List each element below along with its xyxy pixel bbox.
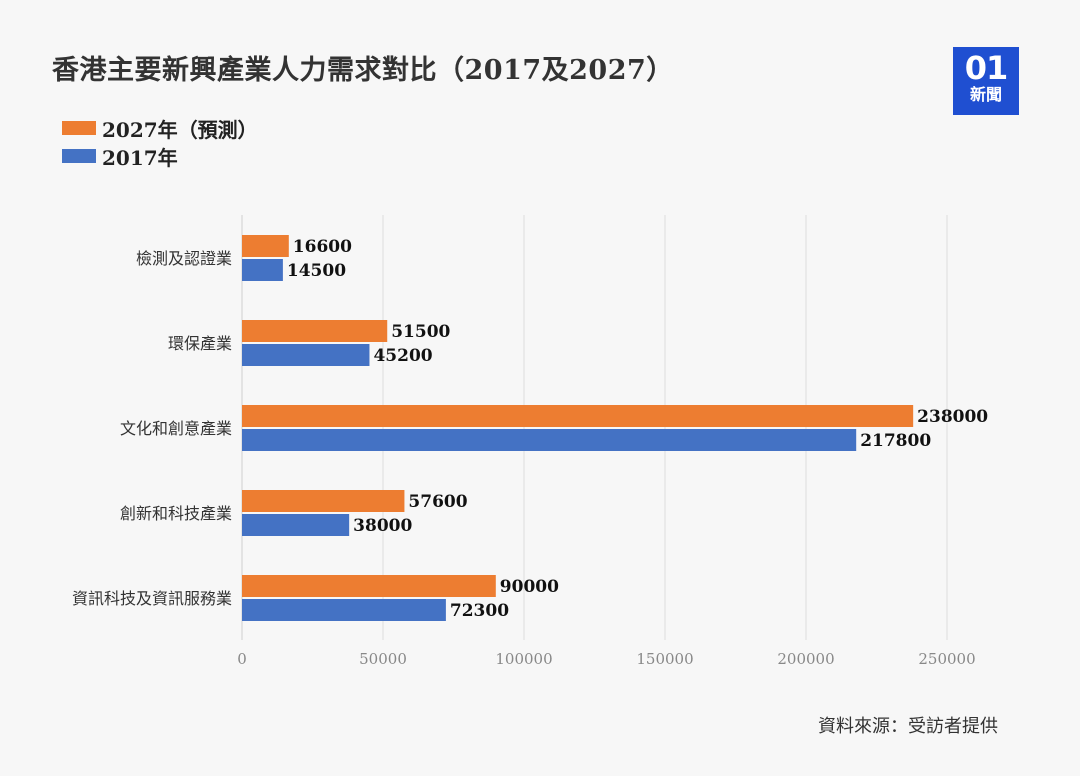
bar-2017 xyxy=(242,429,857,451)
logo-word: 新聞 xyxy=(969,85,1002,104)
data-label: 57600 xyxy=(408,492,467,512)
bar-2027 xyxy=(242,490,405,512)
legend-swatch-2027 xyxy=(62,121,96,135)
legend-item-2027: 2027年（預測） xyxy=(62,114,258,142)
legend: 2027年（預測） 2017年 xyxy=(62,114,258,170)
chart-title: 香港主要新興產業人力需求對比（2017及2027） xyxy=(52,55,674,86)
bar-2017 xyxy=(242,259,283,281)
category-label: 環保產業 xyxy=(168,334,232,353)
data-label: 238000 xyxy=(917,407,988,427)
bar-2027 xyxy=(242,320,388,342)
x-tick-label: 50000 xyxy=(359,650,407,668)
x-tick-label: 100000 xyxy=(495,650,552,668)
source-note: 資料來源：受訪者提供 xyxy=(818,716,998,737)
legend-label-2027: 2027年（預測） xyxy=(102,117,258,142)
category-label: 檢測及認證業 xyxy=(136,249,232,268)
data-label: 16600 xyxy=(293,237,352,257)
bar-2027 xyxy=(242,405,914,427)
x-tick-label: 0 xyxy=(237,650,247,668)
data-label: 45200 xyxy=(373,346,432,366)
category-label: 資訊科技及資訊服務業 xyxy=(72,589,232,608)
data-label: 51500 xyxy=(391,322,450,342)
bar-2027 xyxy=(242,575,496,597)
legend-label-2017: 2017年 xyxy=(102,145,178,170)
data-label: 72300 xyxy=(450,601,509,621)
data-label: 38000 xyxy=(353,516,412,536)
x-tick-label: 250000 xyxy=(918,650,975,668)
bar-2017 xyxy=(242,514,350,536)
legend-swatch-2017 xyxy=(62,149,96,163)
x-tick-label: 200000 xyxy=(777,650,834,668)
bar-2017 xyxy=(242,599,446,621)
category-label: 文化和創意產業 xyxy=(120,419,232,438)
logo-mark: 01 xyxy=(964,49,1009,87)
data-label: 90000 xyxy=(500,577,559,597)
bar-2027 xyxy=(242,235,289,257)
bar-2017 xyxy=(242,344,370,366)
legend-item-2017: 2017年 xyxy=(62,142,258,170)
category-label: 創新和科技產業 xyxy=(120,504,232,523)
data-label: 14500 xyxy=(287,261,346,281)
hk01-logo: 01 新聞 xyxy=(953,47,1019,115)
x-tick-label: 150000 xyxy=(636,650,693,668)
data-label: 217800 xyxy=(860,431,931,451)
